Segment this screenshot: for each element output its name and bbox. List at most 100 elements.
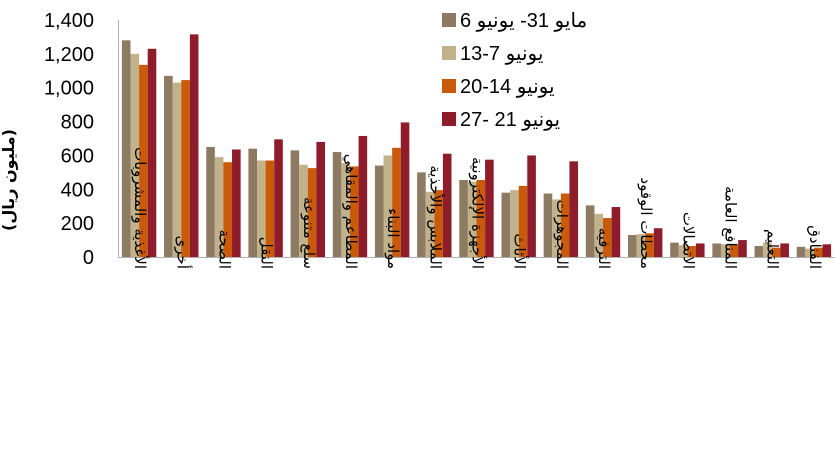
bar-s3-c4 — [265, 160, 275, 257]
bar-s4-c13 — [653, 228, 663, 257]
bar-s1-c11 — [543, 193, 553, 257]
bar-s4-c14 — [695, 243, 705, 257]
legend-label: يونيو 7-13 — [460, 43, 543, 65]
category-label: الفنادق — [806, 225, 824, 269]
bar-s2-c1 — [130, 53, 140, 257]
category-label: سلع متنوعة — [300, 197, 318, 269]
y-axis-label: (مليون ريال) — [0, 129, 18, 231]
category-labels: الأغذية والمشروبات أخرى الصحة النقل سلع متنو… — [131, 147, 824, 269]
bar-s2-c3 — [214, 157, 224, 257]
legend-label: يونيو 21 -27 — [460, 109, 560, 131]
legend-swatch — [442, 112, 456, 126]
bar-s4-c16 — [780, 243, 789, 257]
bars-group — [121, 34, 832, 258]
legend-label: مايو 31- يونيو 6 — [460, 10, 587, 32]
bar-s2-c15 — [720, 244, 730, 257]
bar-s3-c9 — [476, 179, 486, 257]
category-label: أخرى — [173, 236, 192, 269]
legend-swatch — [442, 46, 456, 60]
bar-s2-c8 — [425, 191, 435, 257]
category-label: الملابس والأحذية — [426, 165, 445, 269]
bar-s2-c9 — [467, 181, 477, 257]
category-label: الاتصالات — [679, 212, 697, 269]
bar-s3-c17 — [813, 247, 823, 257]
bar-s1-c1 — [121, 40, 131, 258]
bar-s1-c4 — [248, 148, 258, 257]
bar-s4-c10 — [527, 155, 536, 257]
bar-s2-c5 — [299, 164, 308, 257]
bar-s3-c7 — [392, 147, 401, 257]
category-label: محطات الوقود — [637, 177, 655, 269]
bar-s4-c9 — [485, 159, 494, 257]
bar-s1-c17 — [796, 246, 806, 257]
y-tick-label: 800 — [61, 112, 94, 134]
bar-s3-c2 — [181, 80, 190, 257]
bar-s4-c11 — [569, 161, 579, 257]
bar-s4-c7 — [400, 122, 410, 257]
bar-s2-c17 — [805, 248, 814, 257]
bar-s4-c5 — [316, 141, 325, 257]
y-tick-label: 200 — [61, 213, 94, 235]
bar-s1-c13 — [628, 234, 637, 257]
bar-s4-c12 — [611, 207, 621, 257]
bar-s1-c10 — [501, 192, 511, 257]
y-tick-label: 600 — [61, 145, 94, 167]
category-label: الترفيه — [595, 228, 613, 269]
y-tick-labels: 0 200 400 600 800 1,000 1,200 1,400 — [44, 10, 94, 269]
bar-s1-c7 — [374, 165, 384, 257]
bar-s1-c15 — [712, 243, 721, 257]
bar-s3-c8 — [434, 190, 443, 257]
category-label: مواد البناء — [384, 208, 402, 269]
bar-s1-c3 — [206, 146, 215, 257]
bar-s1-c5 — [290, 150, 300, 257]
bar-s3-c5 — [307, 168, 317, 258]
bar-s4-c8 — [442, 153, 452, 257]
bar-s4-c2 — [189, 34, 199, 257]
bar-s3-c13 — [645, 233, 654, 257]
bar-s3-c15 — [729, 244, 739, 257]
bar-s4-c6 — [358, 135, 368, 257]
bar-s4-c4 — [274, 139, 283, 257]
bar-s2-c11 — [552, 199, 561, 257]
bar-s2-c2 — [172, 82, 182, 257]
y-tick-label: 0 — [83, 247, 94, 269]
bar-s2-c16 — [763, 242, 772, 257]
category-label: الأثاث — [511, 233, 530, 269]
bar-s2-c14 — [678, 245, 688, 257]
category-label: الأجهزة الإلكترونية — [469, 157, 488, 269]
y-tick-label: 1,000 — [44, 78, 94, 100]
bar-s1-c2 — [164, 75, 173, 257]
bar-s3-c3 — [223, 162, 233, 257]
category-label: المطاعم والمقاهي — [341, 154, 360, 269]
bar-s1-c12 — [585, 205, 595, 257]
category-label: المنافع العامة — [722, 186, 740, 269]
y-tick-label: 1,400 — [44, 10, 94, 32]
category-label: الصحة — [215, 230, 233, 269]
legend: مايو 31- يونيو 6 يونيو 7-13 يونيو 14-20 يون… — [442, 10, 587, 131]
bar-s3-c10 — [518, 185, 528, 257]
bar-s3-c6 — [349, 166, 359, 257]
bar-s1-c9 — [459, 179, 468, 257]
y-tick-label: 400 — [61, 179, 94, 201]
bar-s4-c15 — [738, 240, 747, 257]
bar-s2-c6 — [341, 163, 350, 257]
legend-swatch — [442, 13, 456, 27]
y-tick-label: 1,200 — [44, 44, 94, 66]
legend-swatch — [442, 79, 456, 93]
bar-s4-c17 — [822, 244, 832, 257]
bar-s3-c14 — [687, 246, 696, 257]
bar-s1-c8 — [417, 172, 426, 257]
bar-s2-c7 — [383, 155, 393, 257]
bar-s2-c10 — [510, 190, 519, 257]
bar-s1-c16 — [754, 246, 764, 257]
legend-label: يونيو 14-20 — [460, 76, 555, 98]
bar-s4-c3 — [232, 149, 241, 257]
bar-s2-c12 — [594, 213, 604, 257]
category-label: الأغذية والمشروبات — [131, 147, 150, 269]
bar-s1-c6 — [332, 152, 342, 257]
bar-s3-c11 — [560, 193, 570, 257]
category-label: النقل — [258, 237, 276, 269]
bar-s3-c16 — [771, 247, 781, 257]
category-label: المجوهرات — [553, 200, 571, 269]
